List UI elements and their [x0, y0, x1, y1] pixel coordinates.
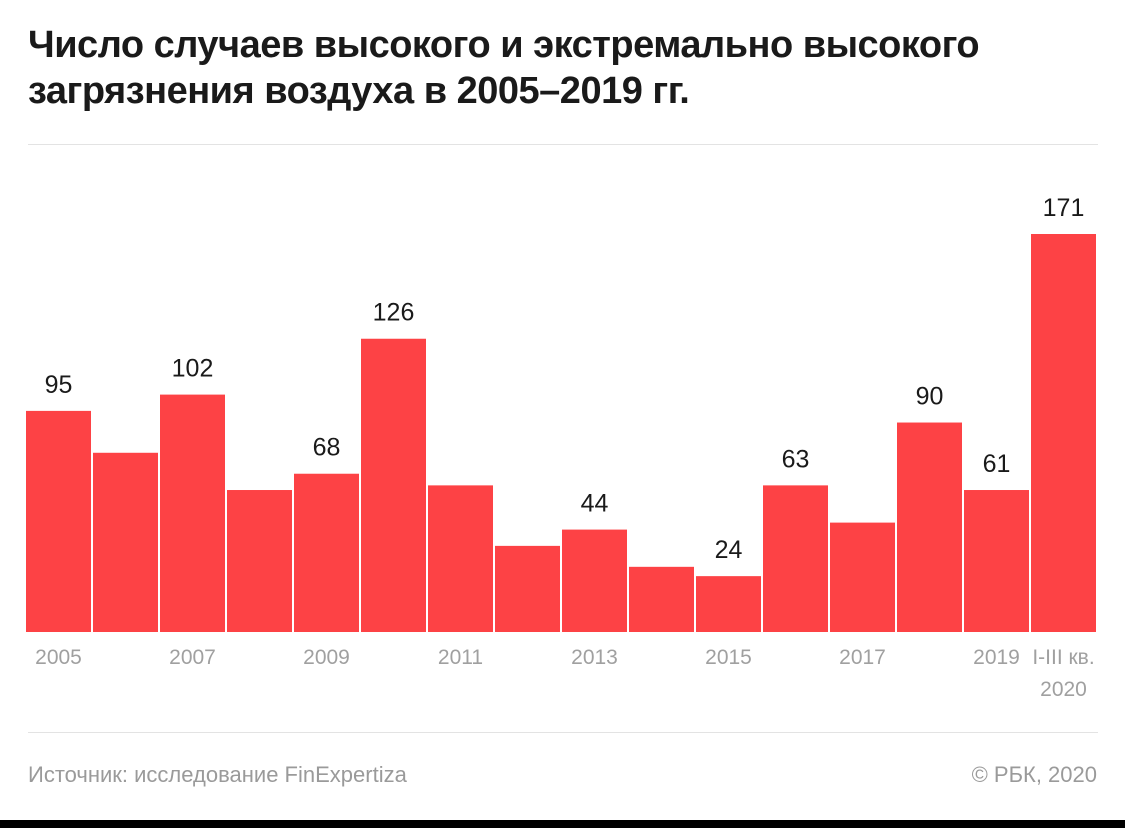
- bar-7: [495, 545, 560, 632]
- copyright-note: © РБК, 2020: [971, 762, 1097, 787]
- bar-2: [160, 394, 225, 632]
- bottom-edge-bar: [0, 820, 1125, 828]
- tick-label-4: 2009: [303, 646, 350, 669]
- bar-11: [763, 485, 828, 632]
- tick-label-15: I-III кв. 2020: [1032, 646, 1094, 701]
- value-label-11: 63: [782, 445, 810, 473]
- bar-5: [361, 338, 426, 632]
- value-label-2: 102: [172, 355, 214, 383]
- footer-divider: [28, 732, 1098, 733]
- value-label-13: 90: [916, 383, 944, 411]
- tick-label-12: 2017: [839, 646, 886, 669]
- chart-title: Число случаев высокого и экстремально вы…: [28, 24, 980, 112]
- title-divider: [28, 144, 1098, 145]
- value-label-5: 126: [373, 299, 415, 327]
- bar-8: [562, 529, 627, 632]
- bar-1: [93, 452, 158, 632]
- tick-label-14: 2019: [973, 646, 1020, 669]
- bar-4: [294, 473, 359, 632]
- value-label-8: 44: [581, 490, 609, 518]
- bar-13: [897, 422, 962, 632]
- bar-6: [428, 485, 493, 632]
- bar-15: [1031, 234, 1096, 632]
- bar-10: [696, 576, 761, 632]
- value-label-4: 68: [313, 434, 341, 462]
- bar-14: [964, 490, 1029, 632]
- tick-label-2: 2007: [169, 646, 216, 669]
- tick-label-6: 2011: [438, 646, 483, 669]
- bar-9: [629, 566, 694, 632]
- tick-label-8: 2013: [571, 646, 618, 669]
- value-label-10: 24: [715, 536, 743, 564]
- value-label-15: 171: [1043, 194, 1085, 222]
- bar-3: [227, 490, 292, 632]
- bar-12: [830, 522, 895, 632]
- bar-0: [26, 410, 91, 632]
- bar-chart: 95 102 68 126 44 24 63 90 61 171 2005 2007 2009 2011…: [26, 194, 1096, 701]
- tick-label-0: 2005: [35, 646, 82, 669]
- value-label-0: 95: [45, 371, 73, 399]
- source-note: Источник: исследование FinExpertiza: [28, 762, 407, 787]
- tick-label-10: 2015: [705, 646, 752, 669]
- value-label-14: 61: [983, 450, 1011, 478]
